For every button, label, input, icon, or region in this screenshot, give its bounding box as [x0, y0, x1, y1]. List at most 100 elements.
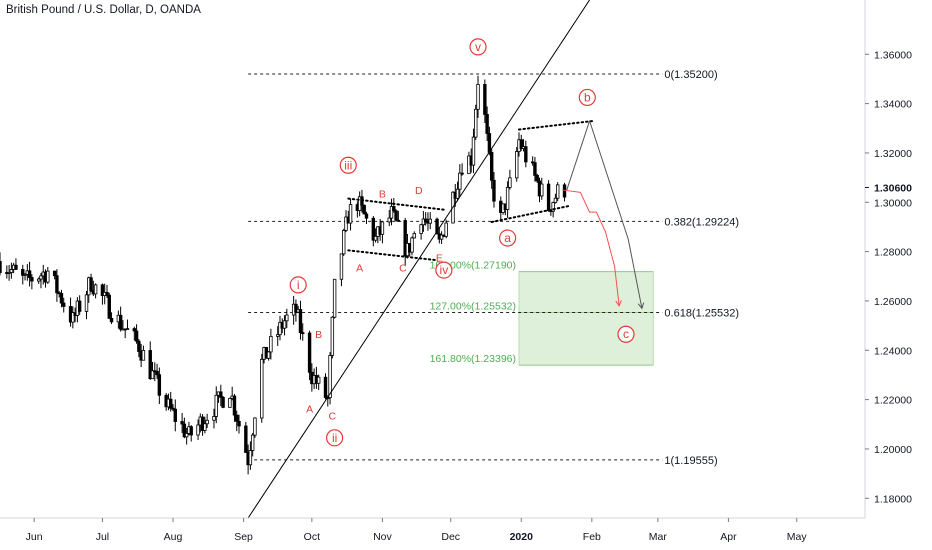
candle-body	[52, 270, 57, 277]
candle-body	[332, 278, 337, 318]
projection-path-red	[562, 189, 620, 306]
candle-body	[403, 220, 407, 257]
price-tick-label: 1.26000	[874, 296, 912, 308]
price-candles	[0, 75, 567, 475]
candle-body	[505, 187, 510, 210]
candle-body	[364, 213, 369, 219]
time-tick-label: Dec	[441, 531, 460, 543]
candle-body	[84, 294, 89, 312]
candle-body	[392, 206, 396, 212]
fibonacci-levels: 0(1.35200) 0.382(1.29224) 0.618(1.25532) 1(…	[248, 69, 739, 467]
candle-body	[137, 340, 141, 352]
candle-body	[389, 206, 394, 219]
candle-body	[219, 391, 223, 398]
wave-label-circle	[499, 229, 517, 247]
wave-label-sub: B	[315, 329, 322, 341]
price-tick-label: 1.18000	[874, 493, 912, 505]
zone-level-label: 127.00%(1.25532)	[430, 300, 516, 312]
drawing-lines	[247, 0, 645, 519]
candle-body	[260, 358, 264, 419]
candle-body	[132, 328, 137, 332]
candle-body	[371, 217, 376, 241]
candle-body	[89, 277, 93, 291]
candle-body	[266, 351, 271, 359]
candle-body	[380, 221, 385, 235]
candle-body	[519, 139, 523, 149]
candle-body	[23, 273, 27, 276]
candle-body	[182, 423, 187, 438]
candle-body	[483, 84, 487, 115]
candle-body	[62, 302, 66, 307]
wave-label-circled: iii	[344, 158, 352, 172]
wave-label-circled: b	[584, 90, 591, 104]
triangle-line	[518, 119, 596, 131]
candle-body	[396, 219, 401, 222]
price-tick-label: 1.28000	[874, 247, 912, 259]
candle-body	[155, 370, 159, 376]
candle-body	[125, 328, 130, 330]
candle-body	[184, 433, 189, 438]
candle-body	[59, 293, 64, 304]
candle-body	[328, 355, 332, 399]
time-tick-label: Nov	[373, 531, 392, 543]
time-axis[interactable]: Jun Jul Aug Sep Oct Nov Dec 2020 Feb Mar Apr May	[0, 517, 865, 543]
wave-label-circle	[578, 88, 596, 107]
candle-body	[282, 320, 287, 329]
triangle-line	[490, 204, 571, 223]
candle-body	[301, 332, 305, 335]
candle-body	[474, 108, 478, 138]
candle-body	[105, 291, 109, 296]
candle-body	[39, 275, 43, 280]
fib-level-label: 0(1.35200)	[664, 69, 717, 81]
candle-body	[232, 395, 237, 416]
trendline	[247, 0, 590, 519]
time-tick-label: Aug	[164, 531, 183, 543]
candle-body	[30, 277, 34, 282]
candle-body	[276, 334, 280, 337]
candle-body	[169, 398, 173, 409]
candle-body	[269, 336, 273, 353]
candle-body	[107, 294, 111, 319]
wave-label-sub: C	[329, 411, 337, 423]
candle-body	[203, 423, 207, 431]
candle-body	[100, 284, 105, 296]
candle-body	[189, 426, 193, 436]
wave-label-circled: i	[297, 278, 300, 292]
zone-level-label: 161.80%(1.23396)	[430, 353, 516, 365]
candle-body	[444, 222, 448, 237]
price-tick-label: 1.20000	[874, 444, 912, 456]
candle-body	[316, 376, 321, 384]
price-axis[interactable]: 1.18000 1.20000 1.22000 1.24000 1.26000 1.280…	[864, 0, 912, 518]
candle-body	[7, 272, 11, 274]
wave-label-sub: B	[379, 189, 386, 201]
wave-label-sub: C	[399, 263, 407, 275]
candle-body	[196, 424, 200, 436]
wave-label-circle	[289, 276, 307, 294]
candle-body	[212, 416, 216, 421]
candle-body	[171, 407, 175, 410]
time-tick-label: Jun	[26, 531, 43, 543]
wave-label-circle	[435, 261, 453, 279]
candle-body	[298, 309, 303, 334]
time-tick-label: Oct	[304, 531, 320, 543]
candle-body	[423, 218, 428, 223]
time-tick-label: May	[787, 531, 808, 543]
wave-label-circle	[339, 156, 357, 174]
candle-body	[362, 204, 366, 215]
candle-body	[555, 184, 560, 199]
candle-body	[237, 420, 241, 427]
time-tick-label: Feb	[583, 531, 601, 543]
candle-body	[535, 174, 539, 182]
price-tick-label: 1.32000	[874, 148, 912, 160]
candle-body	[562, 184, 567, 198]
candle-body	[46, 270, 50, 283]
candle-body	[253, 417, 257, 436]
candle-body	[428, 218, 432, 224]
candle-body	[540, 183, 544, 197]
candle-body	[9, 269, 14, 273]
candle-body	[244, 425, 248, 453]
wave-label-circled: ii	[332, 431, 337, 445]
candle-body	[27, 270, 32, 278]
